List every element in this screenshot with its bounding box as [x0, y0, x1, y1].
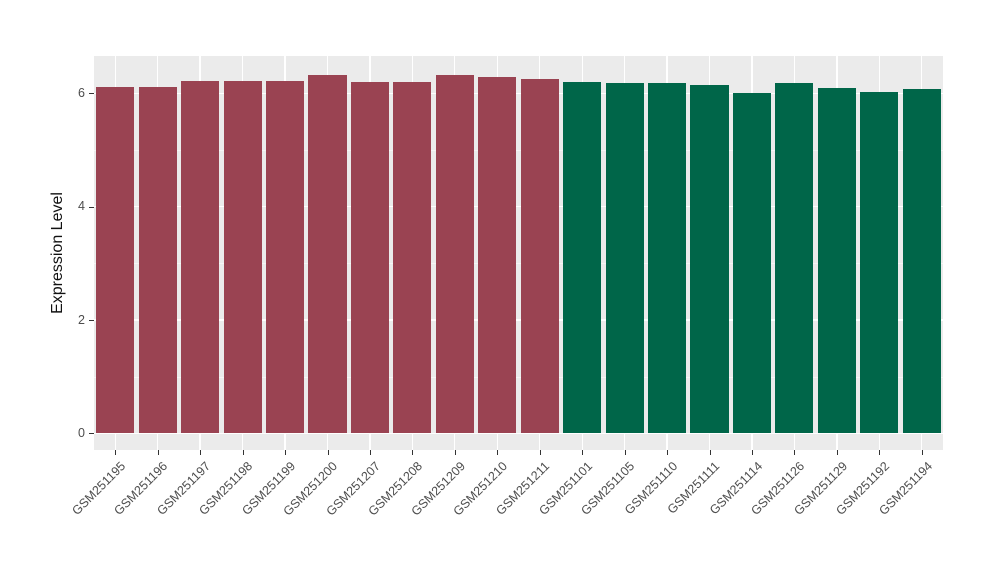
bar: [775, 82, 814, 434]
gridline-minor: [94, 149, 943, 151]
bar: [902, 88, 941, 434]
x-tick-mark: [115, 450, 117, 455]
gridline-major: [94, 205, 943, 208]
bar: [96, 87, 135, 434]
x-tick-mark: [582, 450, 584, 455]
y-tick-label: 4: [78, 199, 85, 214]
bar: [435, 74, 474, 434]
bar: [860, 91, 899, 434]
x-tick-mark: [624, 450, 626, 455]
y-tick-label: 6: [78, 85, 85, 100]
bar: [393, 81, 432, 434]
y-tick-label: 0: [78, 425, 85, 440]
x-tick-mark: [667, 450, 669, 455]
bar: [648, 82, 687, 434]
x-tick-mark: [879, 450, 881, 455]
bar: [520, 78, 559, 434]
bar: [308, 75, 347, 434]
y-tick-mark: [89, 93, 94, 95]
gridline-major: [94, 92, 943, 94]
y-tick-mark: [89, 320, 94, 321]
x-tick-mark: [709, 450, 711, 455]
y-tick-mark: [89, 206, 94, 208]
bar: [817, 88, 856, 434]
x-tick-mark: [285, 450, 286, 455]
bar: [478, 76, 517, 434]
x-tick-mark: [921, 450, 923, 455]
y-tick-label: 2: [78, 312, 85, 327]
x-tick-mark: [836, 450, 838, 455]
x-tick-mark: [752, 450, 753, 455]
y-tick-mark: [89, 433, 94, 435]
bar: [690, 84, 729, 434]
gridline-major: [94, 319, 943, 321]
gridline-minor: [94, 263, 943, 265]
bar: [563, 81, 602, 434]
x-tick-mark: [412, 450, 414, 455]
bar: [223, 80, 262, 434]
x-tick-mark: [539, 450, 541, 455]
bar: [265, 80, 305, 434]
x-tick-mark: [454, 450, 456, 455]
x-tick-mark: [200, 450, 202, 455]
x-tick-mark: [497, 450, 499, 455]
bar: [605, 82, 644, 434]
x-tick-mark: [369, 450, 371, 455]
bar: [732, 93, 772, 434]
gridline-major: [94, 432, 943, 435]
plot-panel: [94, 56, 943, 450]
bar: [181, 80, 220, 434]
gridline-minor: [94, 376, 943, 378]
x-tick-mark: [327, 450, 329, 455]
x-tick-mark: [157, 450, 159, 455]
bar: [350, 81, 389, 434]
x-tick-mark: [794, 450, 796, 455]
x-tick-mark: [242, 450, 244, 455]
bar: [138, 87, 177, 434]
